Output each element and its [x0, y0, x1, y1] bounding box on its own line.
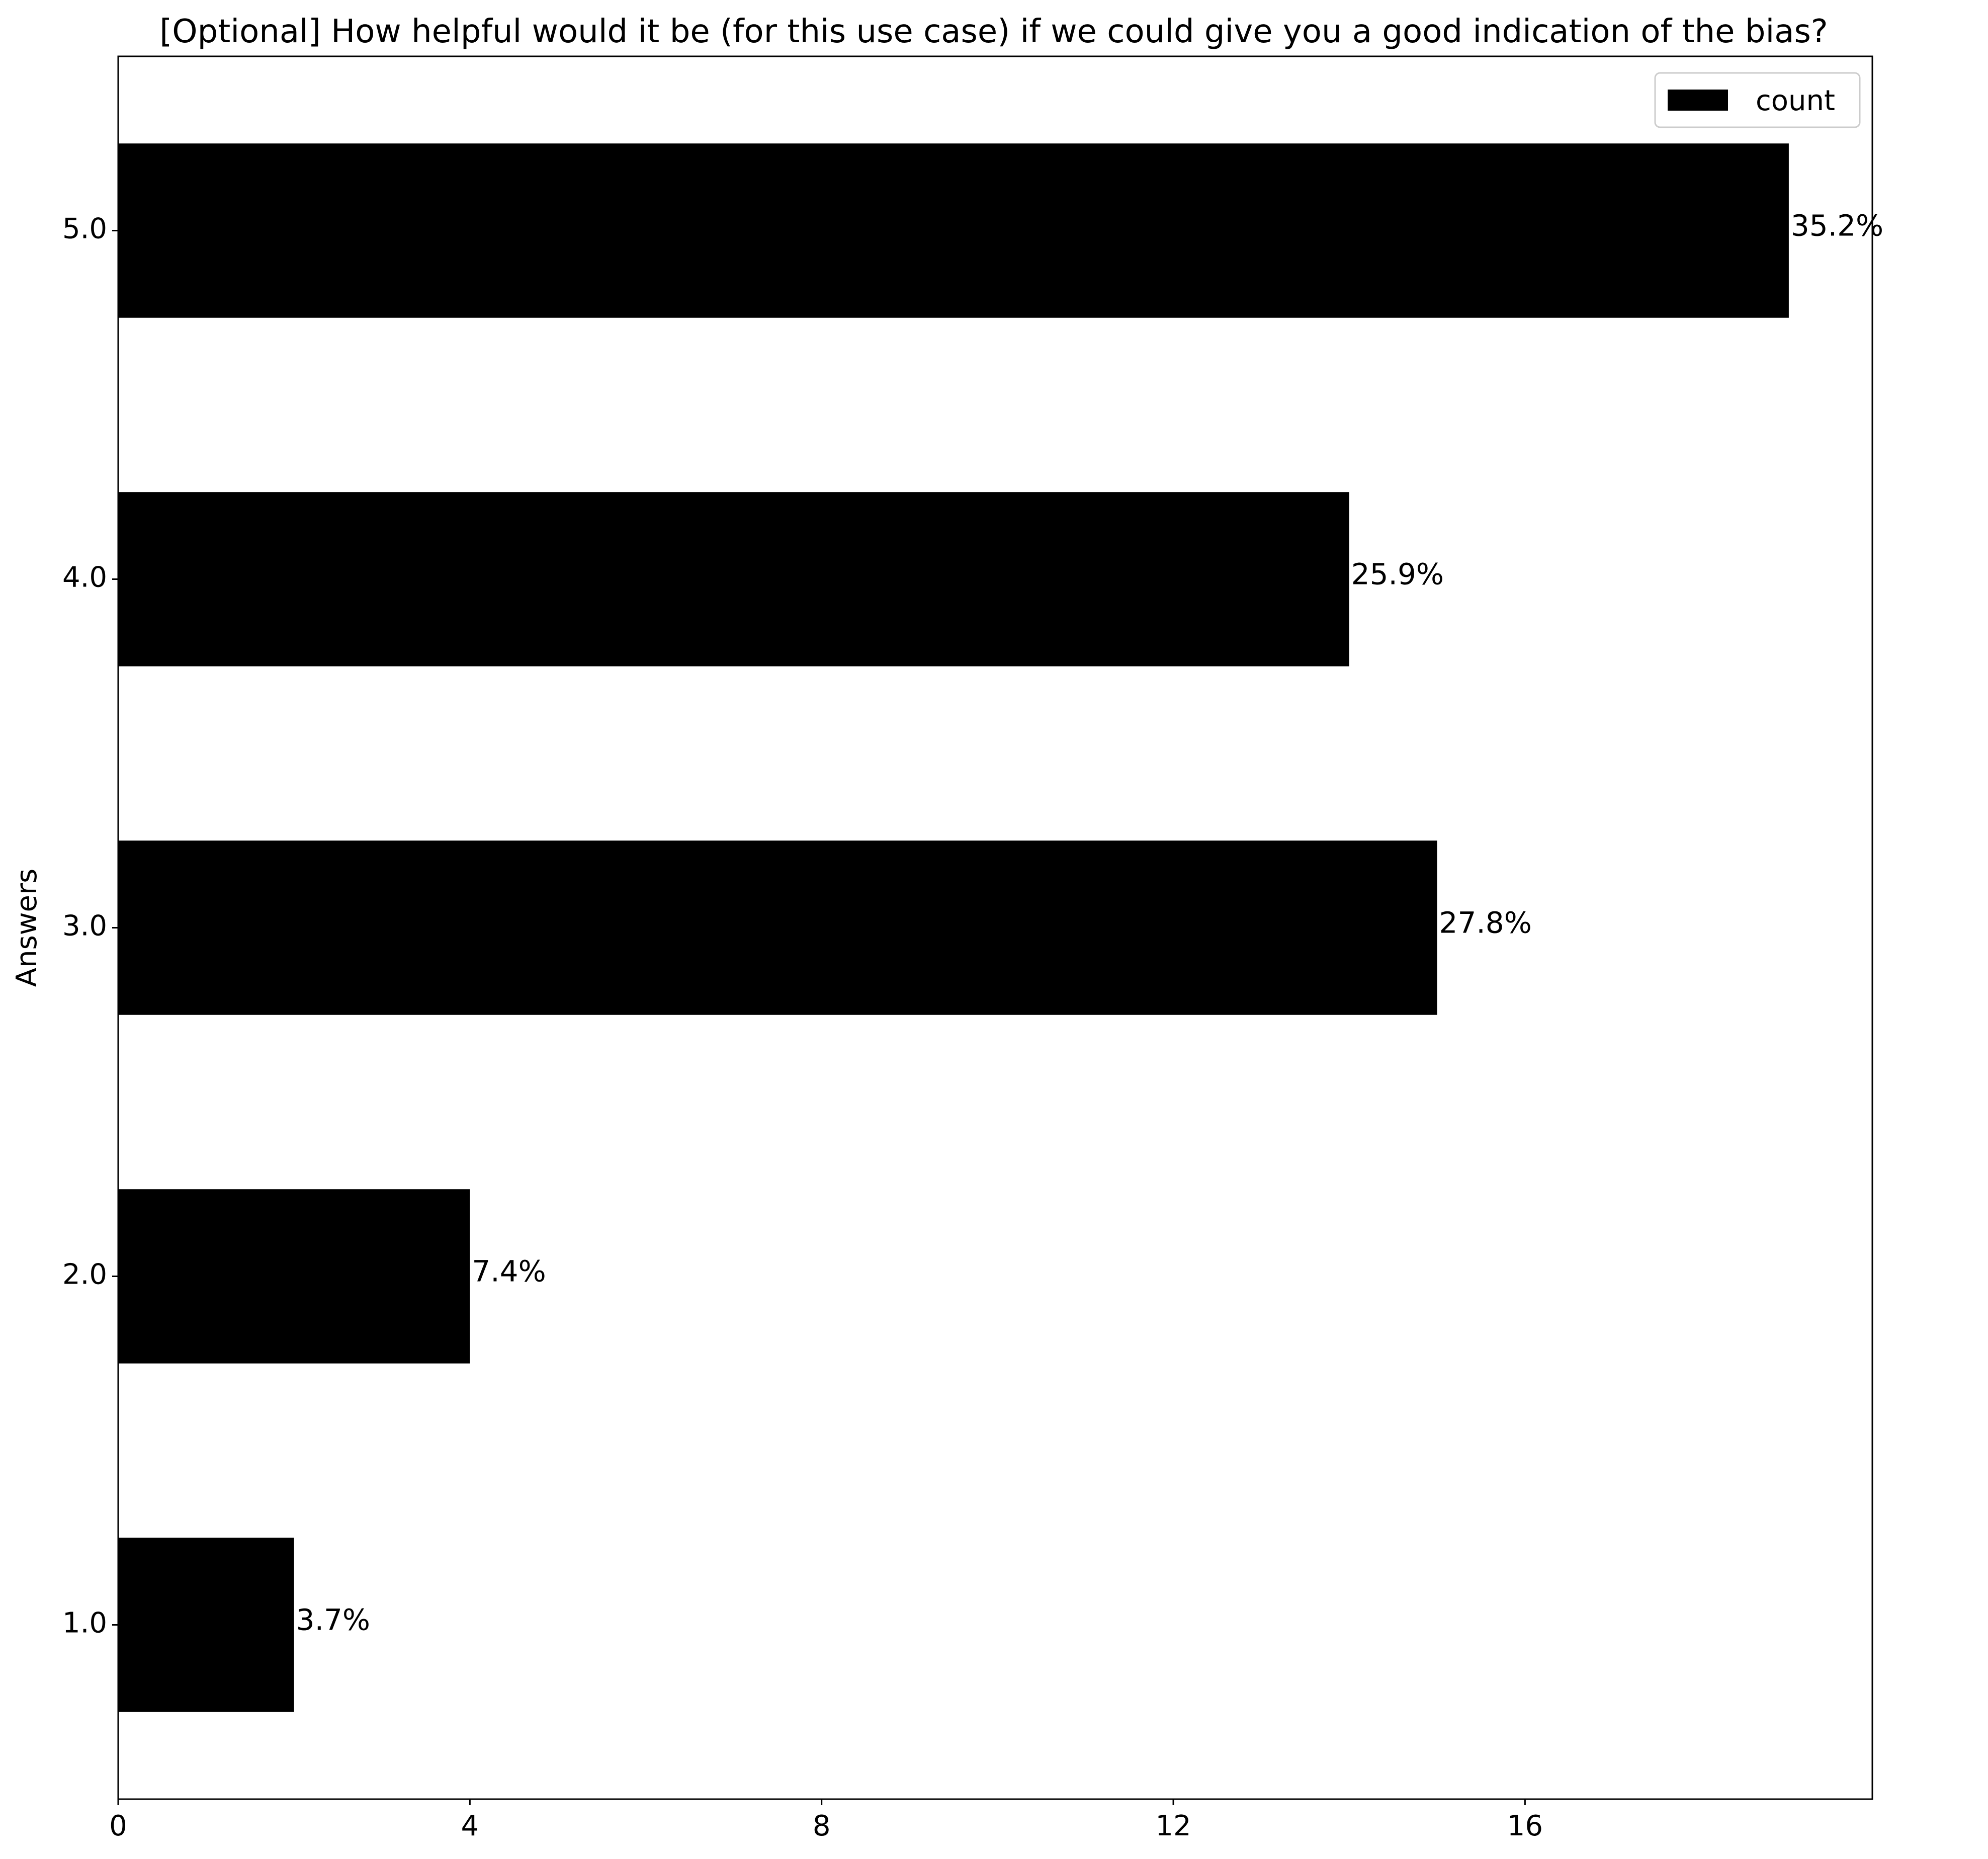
y-tick-label: 3.0 [62, 910, 107, 943]
legend-swatch [1668, 90, 1728, 111]
bar-label-5-0: 35.2% [1791, 209, 1883, 243]
bar-label-4-0: 25.9% [1351, 557, 1444, 592]
y-tick-label: 2.0 [62, 1258, 107, 1291]
bar-3-0 [118, 840, 1437, 1015]
plot-frame [117, 55, 1873, 1800]
chart-title: [Optional] How helpful would it be (for … [159, 13, 1828, 50]
bar-5-0 [118, 143, 1789, 318]
bar-label-2-0: 7.4% [472, 1254, 546, 1289]
x-tick-label: 16 [1507, 1810, 1543, 1842]
y-tick-label: 1.0 [62, 1607, 107, 1640]
x-tick-label: 12 [1155, 1810, 1191, 1842]
bar-2-0 [118, 1189, 470, 1364]
bar-label-1-0: 3.7% [296, 1603, 370, 1637]
x-tick-label: 0 [109, 1810, 127, 1842]
y-tick-label: 5.0 [62, 213, 107, 245]
y-axis-label: Answers [11, 869, 43, 987]
legend: count [1654, 72, 1861, 128]
bar-1-0 [118, 1538, 294, 1712]
x-tick-label: 4 [461, 1810, 479, 1842]
bar-4-0 [118, 492, 1349, 666]
y-tick-label: 4.0 [62, 561, 107, 594]
ticks-layer: 1.0 2.0 3.0 4.0 5.0 0 4 8 12 16 [62, 213, 1543, 1842]
x-tick-label: 8 [813, 1810, 831, 1842]
legend-label-count: count [1756, 84, 1835, 117]
bar-label-3-0: 27.8% [1439, 906, 1532, 940]
bars-layer: 3.7% 7.4% 27.8% 25.9% 35.2% [118, 143, 1883, 1712]
legend-box [1654, 72, 1861, 128]
